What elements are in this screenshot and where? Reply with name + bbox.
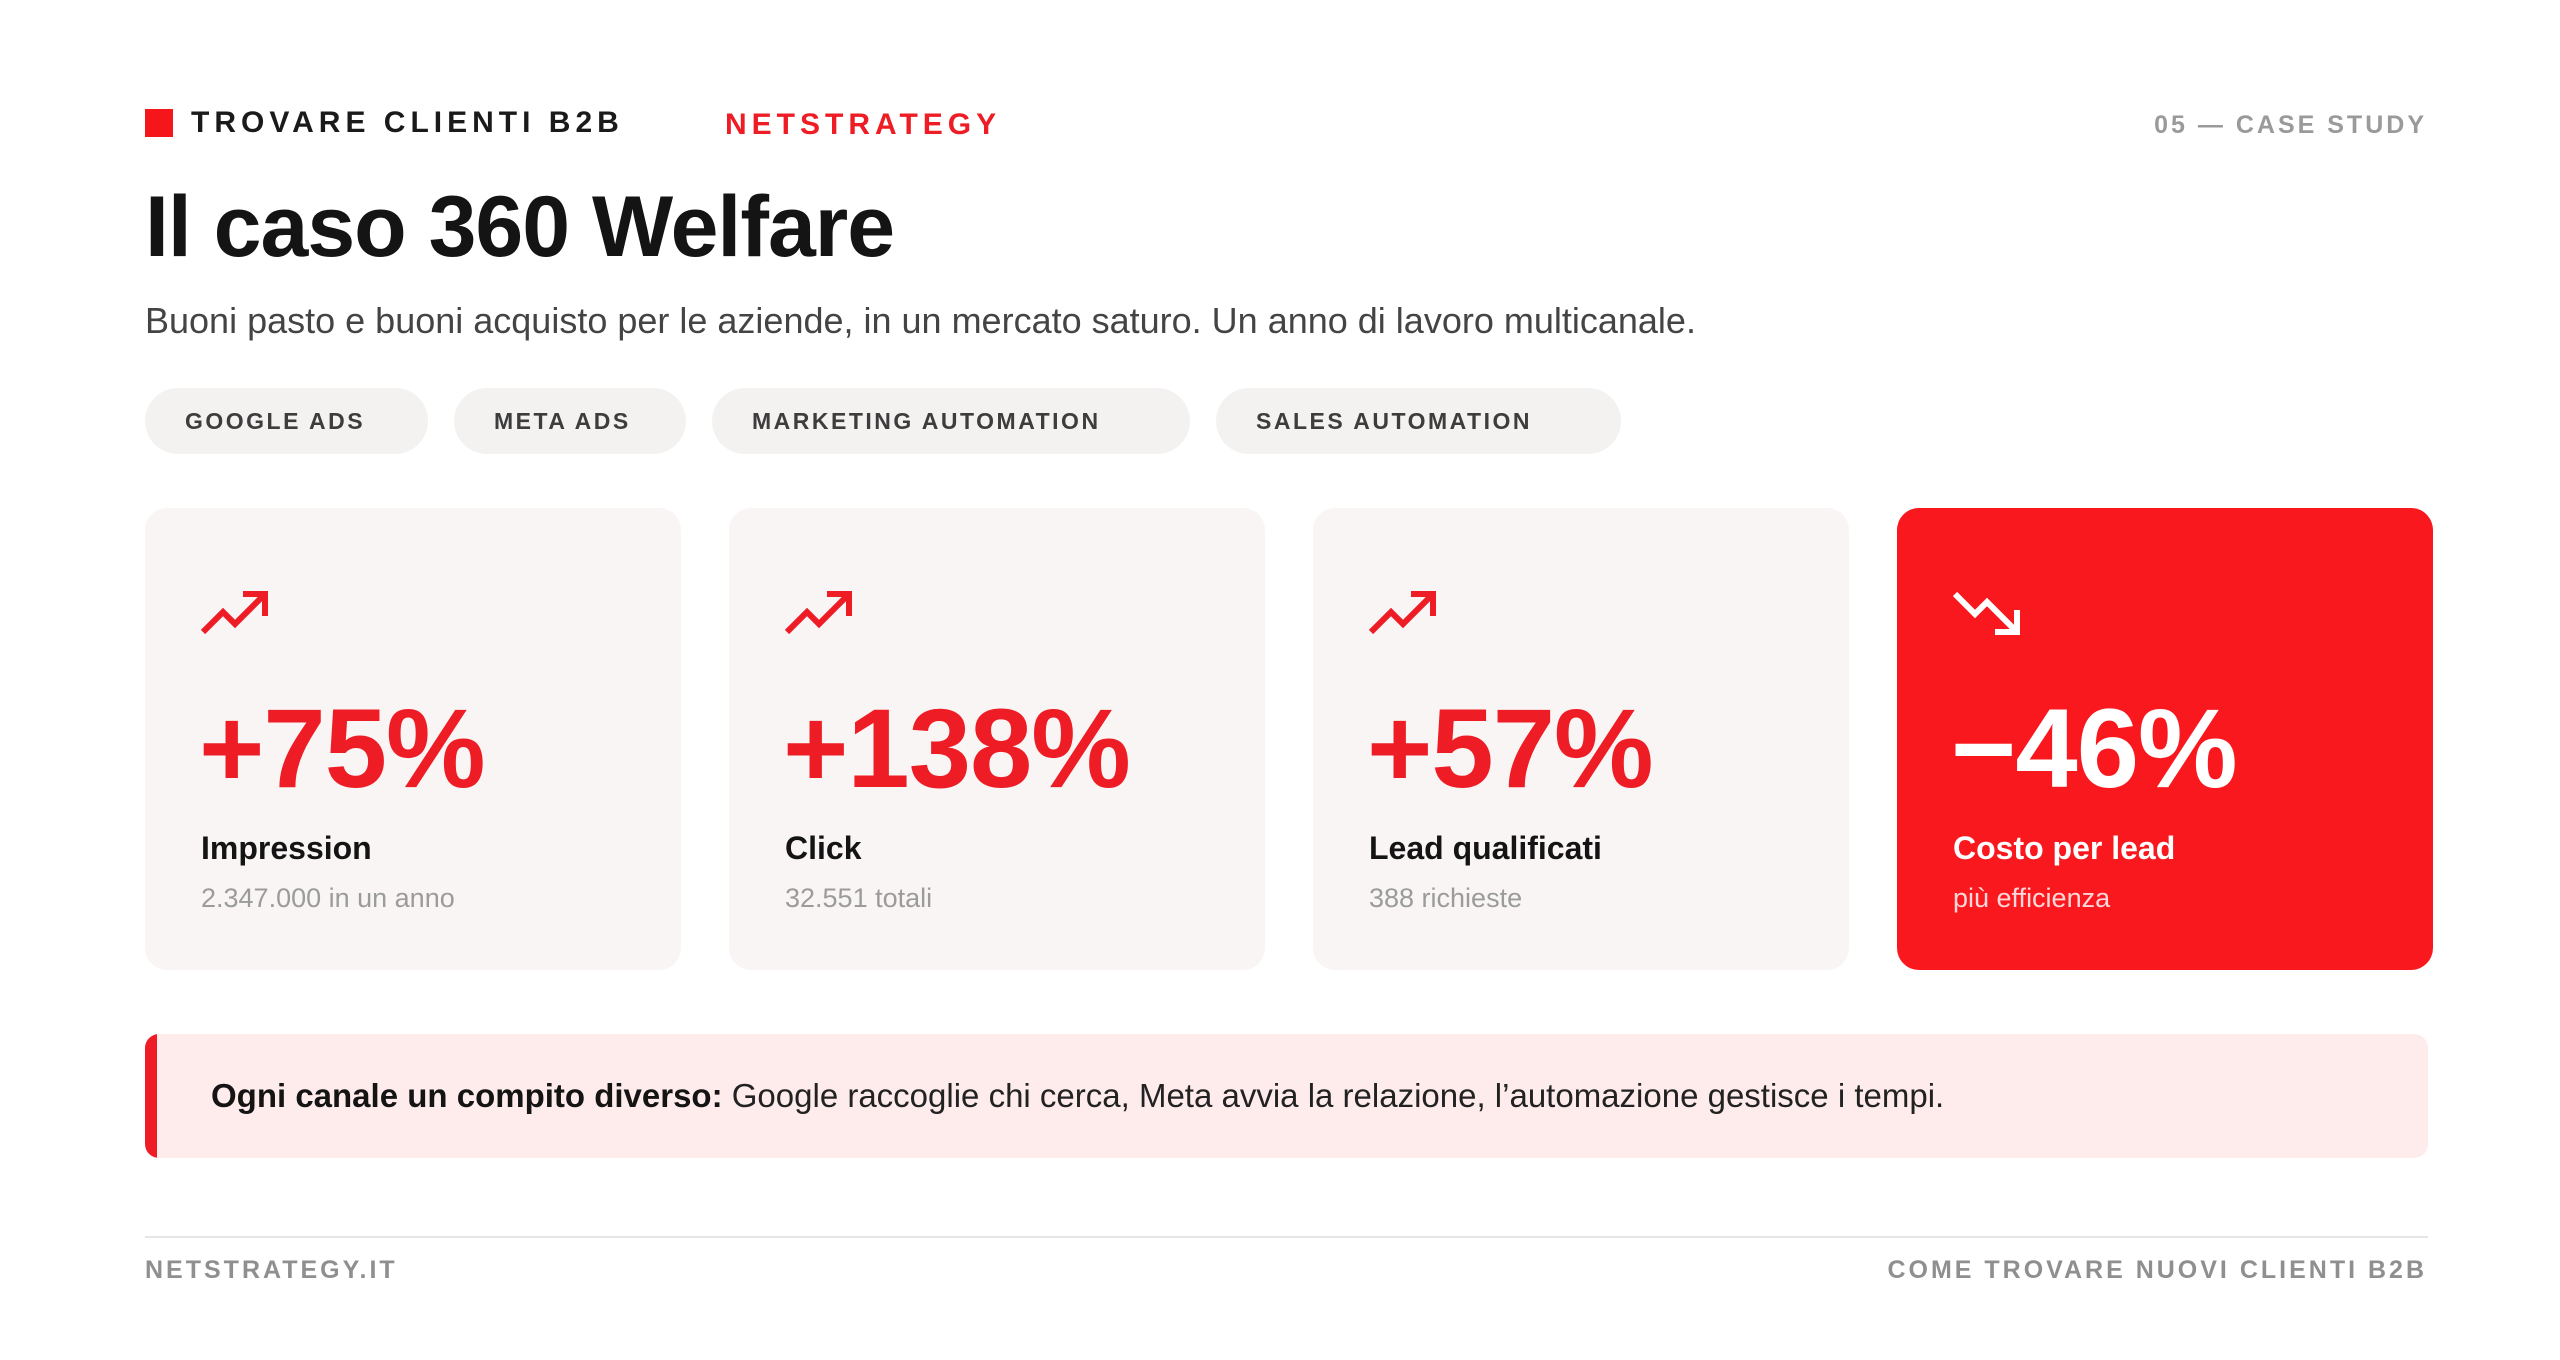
stat-label: Lead qualificati: [1369, 830, 1602, 866]
trending-down-icon: [1953, 591, 2020, 635]
footer-divider: [145, 1236, 2428, 1238]
stat-card-impression: +75% Impression 2.347.000 in un anno: [145, 508, 681, 970]
callout-accent-bar: [145, 1034, 157, 1158]
stat-detail: 388 richieste: [1369, 883, 1523, 913]
footer-title: COME TROVARE NUOVI CLIENTI B2B: [1887, 1256, 2427, 1284]
callout-body: Google raccoglie chi cerca, Meta avvia l…: [722, 1077, 1945, 1114]
brand-name: TROVARE CLIENTI B2B: [191, 106, 624, 139]
stat-card-lead-qualificati: +57% Lead qualificati 388 richieste: [1313, 508, 1849, 970]
trending-up-icon: [1369, 591, 1436, 635]
brand-square-icon: [145, 109, 173, 137]
stat-value: +75%: [199, 686, 486, 811]
brand: TROVARE CLIENTI B2B: [145, 106, 624, 139]
tag-meta-ads: META ADS: [454, 388, 686, 454]
tag-google-ads: GOOGLE ADS: [145, 388, 428, 454]
stat-card-costo-per-lead: −46% Costo per lead più efficienza: [1897, 508, 2433, 970]
stat-label: Costo per lead: [1953, 830, 2176, 866]
stat-card-click: +138% Click 32.551 totali: [729, 508, 1265, 970]
page-subtitle: Buoni pasto e buoni acquisto per le azie…: [145, 300, 1696, 341]
channel-tags: GOOGLE ADS META ADS MARKETING AUTOMATION…: [145, 388, 1621, 454]
footer-website: NETSTRATEGY.IT: [145, 1256, 398, 1284]
stat-cards: +75% Impression 2.347.000 in un anno +13…: [145, 508, 2433, 970]
stat-detail: più efficienza: [1953, 883, 2111, 913]
trending-up-icon: [785, 591, 852, 635]
stat-detail: 2.347.000 in un anno: [201, 883, 455, 913]
stat-value: −46%: [1951, 686, 2238, 811]
tag-sales-automation: SALES AUTOMATION: [1216, 388, 1621, 454]
callout-box: Ogni canale un compito diverso: Google r…: [145, 1034, 2428, 1158]
stat-value: +138%: [783, 686, 1131, 811]
callout-lead: Ogni canale un compito diverso:: [211, 1077, 723, 1114]
callout-text: Ogni canale un compito diverso: Google r…: [211, 1077, 1944, 1115]
page-title: Il caso 360 Welfare: [145, 179, 895, 275]
trending-up-icon: [201, 591, 268, 635]
stat-detail: 32.551 totali: [785, 883, 933, 913]
tag-marketing-automation: MARKETING AUTOMATION: [712, 388, 1190, 454]
stat-label: Click: [785, 830, 862, 866]
section-label: 05 — CASE STUDY: [2154, 111, 2427, 139]
partner-name: NETSTRATEGY: [725, 108, 1002, 141]
stat-label: Impression: [201, 830, 372, 866]
stat-value: +57%: [1367, 686, 1654, 811]
